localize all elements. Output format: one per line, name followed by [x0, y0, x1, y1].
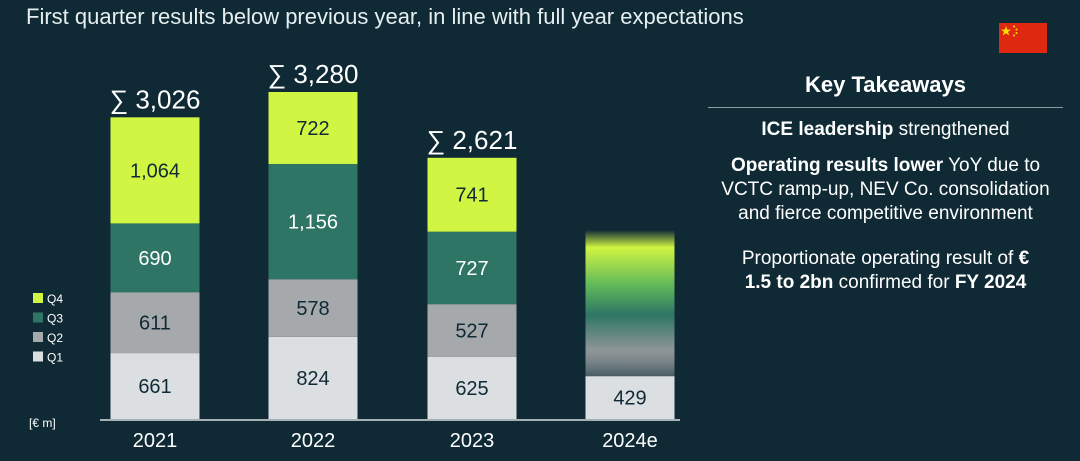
bar-2021-q4	[110, 117, 200, 224]
x-tick-label-2024e: 2024e	[602, 430, 658, 452]
x-tick-label-2022: 2022	[291, 430, 336, 452]
takeaway-3-bold-range: € 1.5 to 2bn	[744, 248, 1030, 293]
x-tick-label-2023: 2023	[450, 430, 495, 452]
bar-2024e-estimate-fade	[585, 230, 675, 377]
takeaway-2-bold: Operating results lower	[730, 155, 944, 176]
total-label-2023: ∑ 2,621	[427, 125, 518, 155]
takeaway-1-text: strengthened	[893, 119, 1010, 140]
bar-2023-q3	[427, 231, 517, 305]
key-takeaways-panel: Key Takeaways ICE leadership strengthene…	[708, 66, 1063, 295]
bar-label-2022-q2: 578	[296, 298, 329, 320]
china-flag-icon	[999, 23, 1047, 53]
bar-label-2023-q3: 727	[455, 258, 488, 280]
bar-label-2021-q1: 661	[138, 376, 171, 398]
bar-label-2023-q1: 625	[455, 378, 488, 400]
takeaway-ice-leadership: ICE leadership strengthened	[708, 118, 1063, 142]
bar-label-2021-q3: 690	[138, 248, 171, 270]
bar-label-2023-q4: 741	[455, 185, 488, 207]
bar-label-2024e-q1: 429	[613, 388, 646, 410]
bar-2022-q2	[268, 279, 358, 337]
bar-label-2023-q2: 527	[455, 320, 488, 342]
stacked-bar-chart: 661 611 690 1,064 ∑ 3,026 824 578 1,156 722 ∑ 3,2…	[29, 59, 680, 452]
legend-swatch-q3	[33, 312, 43, 323]
bar-2022-q4	[268, 92, 358, 164]
bar-2023-q1	[427, 356, 517, 419]
bar-2021-q2	[110, 292, 200, 354]
key-takeaways-title: Key Takeaways	[708, 66, 1063, 108]
takeaway-3-text-b: confirmed for	[833, 272, 955, 293]
bar-label-2021-q2: 611	[139, 313, 171, 335]
legend-label-q1: Q1	[47, 351, 63, 365]
bar-2023-q4	[427, 157, 517, 232]
bar-2022-q3	[268, 163, 358, 280]
bar-label-2022-q1: 824	[296, 368, 329, 390]
takeaway-guidance: Proportionate operating result of € 1.5 …	[708, 247, 1063, 295]
legend-swatch-q4	[33, 293, 43, 303]
total-label-2022: ∑ 3,280	[268, 59, 359, 89]
takeaway-operating-results: Operating results lower YoY due to VCTC …	[708, 154, 1063, 226]
legend-swatch-q2	[33, 332, 43, 342]
bar-label-2022-q3: 1,156	[288, 212, 338, 234]
legend-label-q2: Q2	[47, 331, 63, 345]
takeaway-3-text-a: Proportionate operating result of	[741, 248, 1019, 269]
x-tick-label-2021: 2021	[133, 430, 178, 452]
bar-2021-q3	[110, 223, 200, 293]
legend-label-q4: Q4	[47, 292, 63, 306]
legend-label-q3: Q3	[47, 312, 63, 326]
takeaway-3-bold-year: FY 2024	[954, 272, 1027, 293]
bar-2021-q1	[110, 353, 200, 419]
bar-2023-q2	[427, 304, 517, 357]
takeaway-2-text: YoY due to VCTC ramp-up, NEV Co. consoli…	[721, 155, 1050, 224]
takeaway-1-bold: ICE leadership	[761, 119, 894, 140]
unit-label: [€ m]	[29, 416, 56, 430]
bar-label-2021-q4: 1,064	[130, 160, 180, 182]
bar-label-2022-q4: 722	[296, 118, 329, 140]
total-label-2021: ∑ 3,026	[110, 84, 201, 114]
page-subtitle: First quarter results below previous yea…	[26, 4, 744, 29]
bar-2024e-q1	[585, 376, 675, 419]
bar-2022-q1	[268, 336, 358, 419]
legend-swatch-q1	[33, 351, 43, 362]
